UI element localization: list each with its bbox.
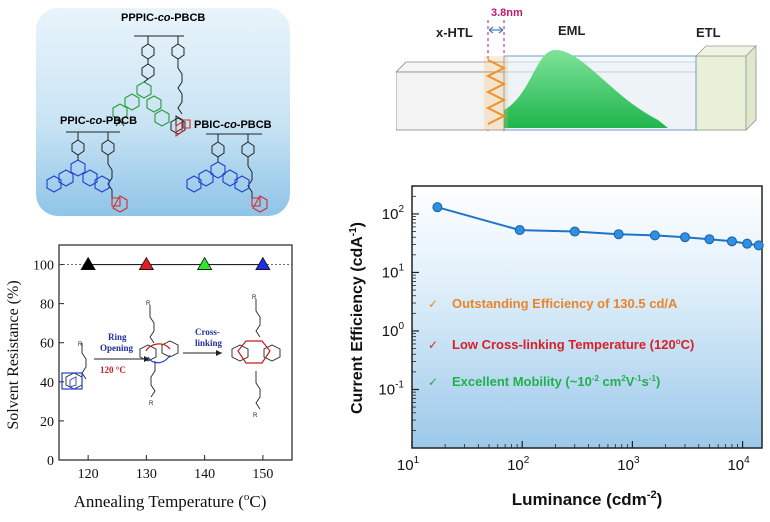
efficiency-x-tick-label: 103: [617, 455, 640, 474]
solvent-x-tick-label: 130: [136, 467, 157, 482]
solvent-y-tick-label: 60: [40, 337, 54, 352]
efficiency-x-ticks: 101 102 103 104: [397, 441, 750, 474]
highlight-efficiency: Outstanding Efficiency of 130.5 cd/A: [452, 296, 678, 311]
solvent-y-tick-label: 0: [47, 454, 54, 469]
ring-opening-temperature: 120 °C: [100, 365, 126, 375]
efficiency-data-point: [679, 232, 690, 243]
cross-linking-label-1: Cross-: [195, 327, 220, 337]
solvent-data-points: [80, 256, 271, 270]
polymer-label-top: PPPIC-co-PBCB: [121, 12, 205, 24]
efficiency-data-point: [613, 229, 624, 240]
solvent-x-axis-title: Annealing Temperature (oC): [74, 491, 267, 511]
r-group-label-4: R: [252, 295, 257, 301]
etl-label: ETL: [696, 25, 721, 40]
highlights-list: ✓ Outstanding Efficiency of 130.5 cd/A ✓…: [428, 296, 694, 389]
current-efficiency-chart: Current Efficiency (cdA-1) Luminance (cd…: [340, 178, 770, 517]
xhtl-label: x-HTL: [436, 25, 473, 40]
highlight-check-2: ✓: [428, 338, 438, 352]
solvent-resistance-chart: Solvent Resistance (%) Annealing Tempera…: [0, 225, 300, 517]
efficiency-data-point: [753, 240, 764, 251]
solvent-y-tick-label: 20: [40, 415, 54, 430]
efficiency-y-ticks: 102 101 100 10-1: [378, 185, 419, 431]
thickness-arrow: [488, 26, 504, 34]
highlight-temperature: Low Cross-linking Temperature (120oC): [452, 337, 694, 352]
device-schematic-figure: x-HTL EML ETL 3.8nm: [395, 7, 757, 132]
polymer-structures-panel: PPPIC-co-PBCB PPIC-co-PBCB: [36, 8, 290, 216]
device-schematic: x-HTL EML ETL 3.8nm: [395, 0, 770, 142]
solvent-data-point: [138, 256, 155, 270]
r-group-label-5: R: [253, 413, 258, 419]
solvent-x-tick-label: 120: [78, 467, 99, 482]
polymer-label-left: PPIC-co-PBCB: [60, 115, 137, 127]
efficiency-data-point: [569, 226, 580, 237]
thickness-label: 3.8nm: [491, 7, 523, 19]
efficiency-y-axis-title: Current Efficiency (cdA-1): [348, 222, 366, 414]
efficiency-data-point: [704, 234, 715, 245]
solvent-x-ticks: 120 130 140 150: [78, 455, 273, 482]
efficiency-y-tick-label: 101: [382, 262, 405, 281]
efficiency-data-point: [514, 225, 525, 236]
solvent-y-tick-label: 40: [40, 376, 54, 391]
efficiency-data-point: [432, 202, 443, 213]
efficiency-plot-frame: [411, 185, 763, 449]
efficiency-x-axis-title: Luminance (cdm-2): [512, 489, 663, 509]
efficiency-y-tick-label: 102: [382, 204, 405, 223]
r-group-label-1: R: [78, 342, 83, 348]
solvent-y-tick-label: 100: [33, 259, 54, 274]
crosslinking-reaction-scheme: R Ring Opening 120 °C R R Cross- linking: [61, 295, 281, 419]
current-efficiency-svg: Current Efficiency (cdA-1) Luminance (cd…: [348, 185, 764, 509]
solvent-x-tick-label: 140: [194, 467, 215, 482]
efficiency-data-point: [742, 238, 753, 249]
solvent-x-tick-label: 150: [252, 467, 273, 482]
efficiency-x-tick-label: 102: [507, 455, 530, 474]
efficiency-y-tick-label: 10-1: [378, 379, 404, 398]
solvent-y-axis-title: Solvent Resistance (%): [5, 280, 22, 429]
r-group-label-3: R: [149, 401, 154, 407]
solvent-plot-frame: [58, 244, 293, 461]
polymer-structures-figure: PPPIC-co-PBCB PPIC-co-PBCB: [36, 8, 290, 216]
ring-opening-label-2: Opening: [100, 343, 134, 353]
efficiency-data-point: [649, 230, 660, 241]
efficiency-y-tick-label: 100: [382, 321, 405, 340]
solvent-y-ticks: 0 20 40 60 80 100: [33, 259, 64, 469]
efficiency-x-tick-label: 101: [397, 455, 420, 474]
polymer-label-right: PBIC-co-PBCB: [194, 119, 272, 131]
solvent-resistance-svg: Solvent Resistance (%) Annealing Tempera…: [5, 244, 293, 511]
solvent-data-point: [255, 256, 271, 270]
highlight-check-1: ✓: [428, 297, 438, 311]
solvent-data-point: [80, 256, 96, 270]
efficiency-x-tick-label: 104: [727, 455, 750, 474]
xhtl-ladder: [485, 59, 507, 125]
etl-layer: [695, 55, 747, 131]
ring-opening-label-1: Ring: [108, 332, 127, 342]
solvent-y-tick-label: 80: [40, 298, 54, 313]
highlight-check-3: ✓: [428, 375, 438, 389]
solvent-data-point: [196, 256, 213, 270]
eml-emission-profile: [504, 49, 668, 129]
cross-linking-label-2: linking: [195, 338, 223, 348]
efficiency-data-point: [726, 236, 737, 247]
eml-label: EML: [558, 23, 586, 38]
highlight-mobility: Excellent Mobility (~10-2 cm2V-1s-1): [452, 374, 660, 389]
r-group-label-2: R: [146, 301, 151, 307]
efficiency-data-points: [432, 202, 764, 251]
